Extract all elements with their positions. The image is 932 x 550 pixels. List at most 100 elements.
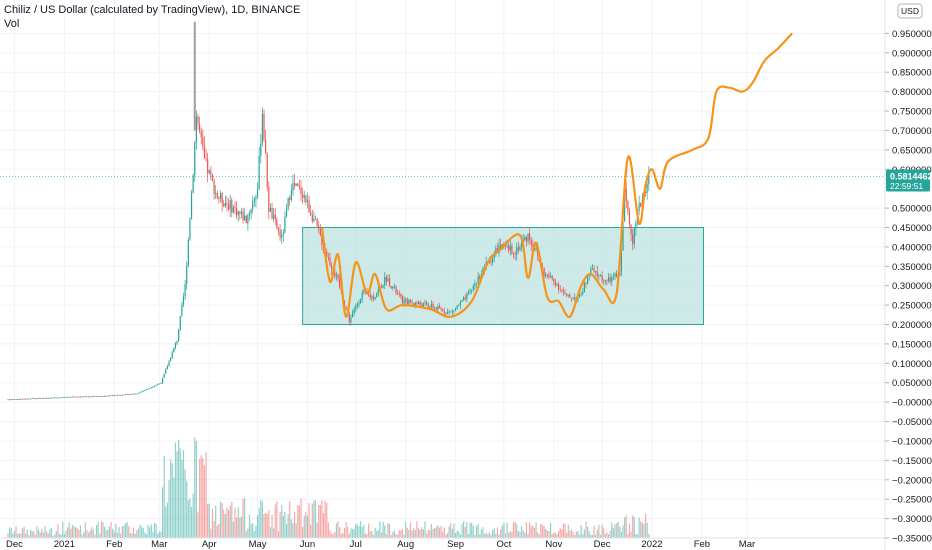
volume-bar <box>520 525 523 538</box>
candle-body <box>474 283 476 287</box>
candle-body <box>567 294 569 296</box>
volume-bar <box>620 532 623 538</box>
volume-bar <box>66 527 69 538</box>
volume-bar <box>421 527 423 538</box>
volume-bar <box>219 501 222 538</box>
candle-body <box>302 194 304 198</box>
volume-bar <box>591 534 594 538</box>
volume-bar <box>587 526 589 538</box>
candle-body <box>372 296 375 300</box>
volume-bar <box>266 513 268 538</box>
candle-body <box>174 343 177 348</box>
candle-body <box>599 275 602 277</box>
candle-body <box>153 385 156 387</box>
volume-bar <box>178 439 180 538</box>
candle-body <box>229 200 231 210</box>
candle-body <box>250 208 252 213</box>
volume-bar <box>207 503 209 538</box>
volume-bar <box>426 533 428 538</box>
candle-body <box>273 214 275 219</box>
volume-bar <box>353 528 355 538</box>
volume-bar <box>126 522 128 538</box>
candle-body <box>543 267 545 277</box>
volume-bar <box>75 527 77 538</box>
volume-bar <box>329 530 331 538</box>
candle-body <box>256 188 259 197</box>
volume-bar <box>583 529 585 538</box>
volume-bar <box>326 503 328 538</box>
candle-body <box>87 396 90 398</box>
price-tick-label: 0.90000000 <box>892 48 932 59</box>
candle-body <box>508 245 510 251</box>
candle-body <box>376 293 378 297</box>
volume-bar <box>540 523 542 538</box>
candle-body <box>75 396 77 398</box>
candle-body <box>63 397 65 398</box>
volume-bar <box>522 530 524 538</box>
chart-title: Chiliz / US Dollar (calculated by Tradin… <box>4 4 301 16</box>
candle-body <box>227 204 230 210</box>
volume-bar <box>379 521 381 538</box>
volume-bar <box>7 533 9 538</box>
candle-body <box>112 395 114 397</box>
candle-body <box>49 398 51 399</box>
volume-bar <box>313 500 315 538</box>
volume-bar <box>187 500 189 538</box>
volume-bar <box>226 507 228 538</box>
volume-bar <box>545 528 547 538</box>
last-price-value: 0.58144620 <box>890 171 932 181</box>
candle-body <box>253 199 255 202</box>
volume-bar <box>337 521 339 538</box>
volume-bar <box>409 522 412 538</box>
candle-body <box>442 309 444 312</box>
volume-bar <box>49 529 51 538</box>
candle-body <box>292 183 294 191</box>
volume-bar <box>461 524 463 538</box>
candle-body <box>516 247 518 255</box>
time-axis[interactable]: Dec 2021 Feb Mar Apr May Jun Jul Aug Sep Oct Nov Dec… <box>0 537 885 550</box>
volume-bar <box>97 521 99 538</box>
volume-bar <box>498 534 500 538</box>
volume-bar <box>369 531 371 538</box>
volume-bar <box>454 532 457 538</box>
time-tick-label: Dec <box>6 539 23 550</box>
candle-body <box>580 293 582 295</box>
candle-body <box>445 312 447 314</box>
volume-bar <box>376 530 378 538</box>
volume-bar <box>397 534 399 538</box>
volume-bar <box>408 529 410 538</box>
volume-bar <box>128 526 130 538</box>
candle-body <box>345 306 347 310</box>
volume-bar <box>60 534 62 538</box>
volume-bar <box>390 534 392 538</box>
volume-bar <box>250 523 252 538</box>
volume-bar <box>203 465 206 538</box>
volume-bar <box>113 531 115 538</box>
bar-countdown: 22:59:51 <box>890 181 923 191</box>
price-projection-line[interactable] <box>320 32 793 319</box>
volume-bar <box>363 524 365 538</box>
candle-body <box>290 190 292 200</box>
volume-bar <box>416 521 418 538</box>
volume-bar <box>400 530 402 538</box>
volume-bar <box>269 527 272 538</box>
volume-bar <box>211 508 214 538</box>
candle-body <box>591 268 594 270</box>
candle-body <box>141 391 143 393</box>
volume-bar <box>527 533 529 538</box>
volume-bar <box>372 534 375 538</box>
candle-body <box>129 394 131 395</box>
price-tick-label: 0.40000000 <box>892 242 932 253</box>
consolidation-range-box[interactable] <box>302 226 705 326</box>
candle-body <box>371 296 373 298</box>
price-axis[interactable]: 0.95000000 0.90000000 0.85000000 0.80000000… <box>884 0 932 550</box>
candle-body <box>68 396 70 398</box>
time-tick-label: Mar <box>151 539 167 550</box>
volume-bar <box>561 529 563 538</box>
volume-bar <box>319 504 321 538</box>
volume-bar <box>567 524 569 538</box>
currency-badge[interactable]: USD <box>897 3 923 19</box>
volume-indicator-label[interactable]: Vol <box>4 18 20 30</box>
candle-body <box>168 361 170 367</box>
